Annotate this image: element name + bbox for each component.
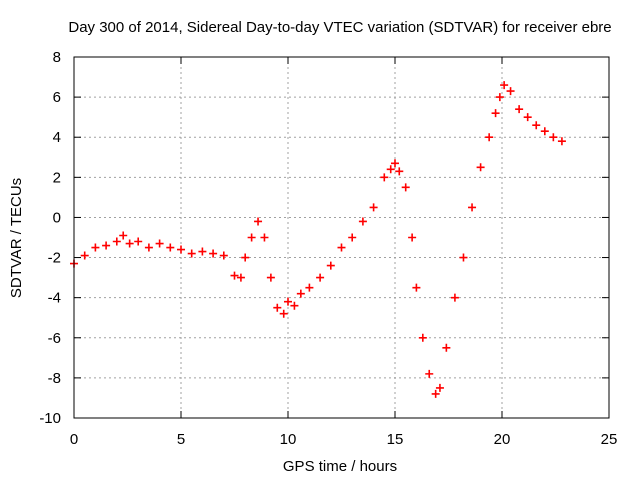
data-point (177, 245, 185, 254)
x-tick-label: 10 (280, 431, 297, 448)
data-point (506, 87, 515, 96)
data-point (155, 239, 164, 248)
y-tick-label: -6 (48, 330, 61, 347)
y-tick-label: 4 (53, 129, 61, 146)
data-point (284, 297, 292, 306)
data-point (380, 173, 389, 182)
y-tick-label: 2 (53, 169, 61, 186)
data-point (305, 283, 314, 292)
data-point (187, 249, 196, 258)
data-point (468, 203, 477, 212)
data-point (549, 133, 558, 142)
data-point (316, 273, 325, 282)
y-tick-label: 8 (53, 49, 61, 66)
data-point (273, 303, 282, 312)
y-tick-label: -8 (48, 370, 61, 387)
plot-frame (73, 56, 610, 419)
data-point (431, 389, 440, 398)
data-point (266, 273, 275, 282)
data-point (337, 243, 346, 252)
data-point (296, 289, 305, 298)
data-point (540, 127, 549, 136)
data-point (391, 159, 399, 168)
data-point (500, 81, 509, 90)
data-point (515, 105, 524, 114)
data-point (412, 283, 421, 292)
data-point (408, 233, 417, 242)
x-tick-label: 15 (387, 431, 404, 448)
data-point (532, 121, 541, 130)
data-point (386, 165, 395, 174)
data-point (279, 309, 288, 318)
data-point (369, 203, 378, 212)
data-point (144, 243, 153, 252)
data-point (91, 243, 100, 252)
data-point (209, 249, 218, 258)
y-axis-title: SDTVAR / TECUs (8, 178, 25, 298)
data-point (198, 247, 207, 256)
data-point (523, 113, 532, 122)
data-markers (70, 81, 566, 398)
data-point (395, 167, 404, 176)
data-point (219, 251, 228, 260)
data-point (166, 243, 175, 252)
data-point (326, 261, 335, 270)
y-tick-label: 0 (53, 209, 61, 226)
data-point (459, 253, 468, 262)
axis-ticks: 0 5 10 15 20 25 -10 -8 -6 -4 -2 0 2 4 6 8 (39, 49, 617, 448)
data-point (418, 333, 427, 342)
data-point (557, 137, 566, 146)
data-point (241, 253, 250, 262)
y-tick-label: -10 (39, 410, 61, 427)
data-point (80, 251, 89, 260)
data-point (247, 233, 256, 242)
chart-title: Day 300 of 2014, Sidereal Day-to-day VTE… (68, 19, 611, 36)
data-point (425, 369, 434, 378)
x-axis-title: GPS time / hours (283, 458, 397, 475)
x-tick-label: 20 (494, 431, 511, 448)
data-point (254, 217, 263, 226)
data-point (485, 133, 494, 142)
data-point (476, 163, 485, 172)
data-point (102, 241, 111, 250)
data-point (125, 239, 134, 248)
data-point (134, 237, 143, 246)
data-point (230, 271, 239, 280)
data-point (348, 233, 357, 242)
data-point (401, 183, 410, 192)
data-point (260, 233, 269, 242)
x-tick-label: 5 (177, 431, 185, 448)
y-tick-label: 6 (53, 89, 61, 106)
y-tick-label: -2 (48, 250, 61, 267)
data-point (236, 273, 245, 282)
data-point (358, 217, 367, 226)
data-point (435, 383, 444, 392)
x-tick-label: 0 (70, 431, 78, 448)
y-tick-label: -4 (48, 290, 61, 307)
data-point (112, 237, 121, 246)
grid-lines (74, 57, 609, 418)
data-point (495, 93, 504, 102)
x-tick-label: 25 (601, 431, 618, 448)
data-point (290, 301, 299, 310)
data-point (442, 343, 451, 352)
data-point (491, 109, 500, 118)
data-point (450, 293, 459, 302)
data-point (119, 231, 128, 240)
